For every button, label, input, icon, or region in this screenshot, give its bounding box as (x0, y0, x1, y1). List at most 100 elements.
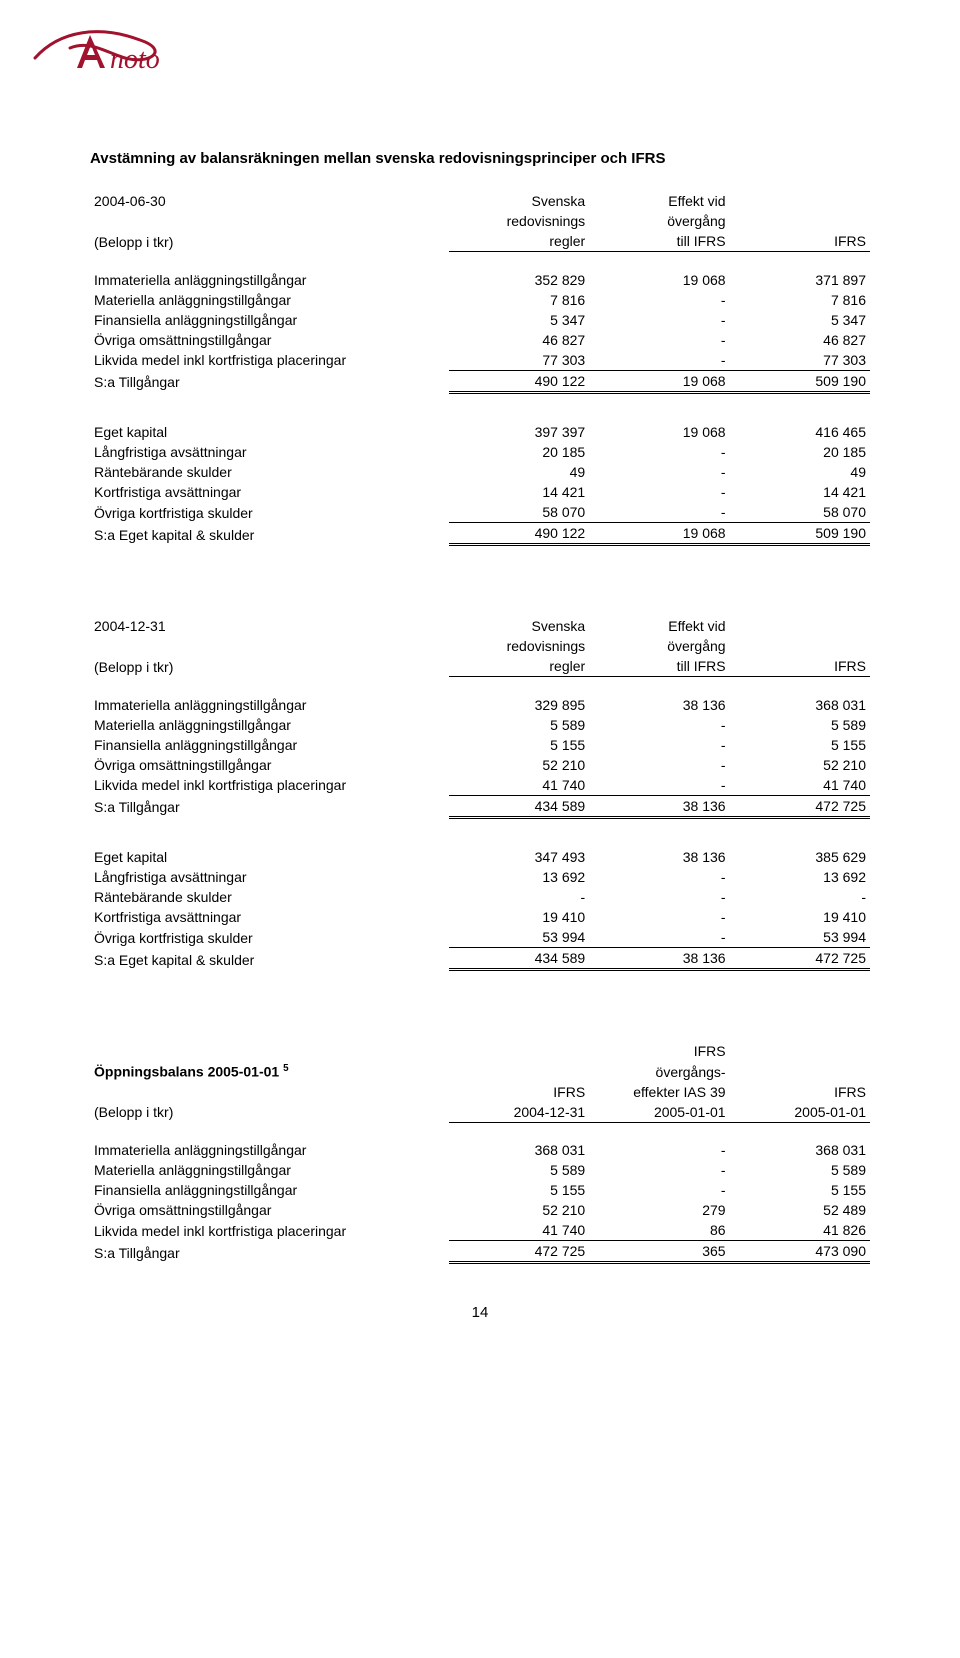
row-value: - (589, 735, 729, 755)
row-value: 416 465 (730, 422, 870, 442)
total-label: S:a Tillgångar (90, 795, 449, 817)
row-value: 5 589 (449, 1160, 589, 1180)
row-value: 5 155 (730, 735, 870, 755)
row-value: 347 493 (449, 847, 589, 867)
total-label: S:a Eget kapital & skulder (90, 523, 449, 545)
row-value: 14 421 (730, 482, 870, 502)
row-value: 13 692 (730, 867, 870, 887)
row-value: - (589, 867, 729, 887)
row-value: 52 210 (449, 1200, 589, 1220)
row-value: 53 994 (449, 927, 589, 948)
row-value: 14 421 (449, 482, 589, 502)
row-value: - (449, 887, 589, 907)
table-2004-12-31: 2004-12-31 Svenska Effekt vid redovisnin… (90, 616, 870, 971)
row-value: - (589, 482, 729, 502)
row-label: Räntebärande skulder (90, 462, 449, 482)
header-unit: (Belopp i tkr) (90, 1102, 449, 1123)
row-value: 86 (589, 1220, 729, 1241)
total-value: 19 068 (589, 370, 729, 392)
row-value: 5 589 (730, 715, 870, 735)
row-value: 368 031 (730, 1140, 870, 1160)
row-value: 5 589 (449, 715, 589, 735)
row-label: Långfristiga avsättningar (90, 867, 449, 887)
row-value: 19 410 (449, 907, 589, 927)
row-label: Materiella anläggningstillgångar (90, 290, 449, 310)
row-label: Övriga kortfristiga skulder (90, 502, 449, 523)
row-value: 41 740 (730, 775, 870, 796)
row-label: Övriga omsättningstillgångar (90, 755, 449, 775)
row-label: Kortfristiga avsättningar (90, 907, 449, 927)
total-value: 38 136 (589, 948, 729, 970)
table-2004-06-30: 2004-06-30 Svenska Effekt vid redovisnin… (90, 191, 870, 546)
total-value: 490 122 (449, 370, 589, 392)
company-logo: noto (30, 20, 870, 90)
table-opening-balance: IFRS Öppningsbalans 2005-01-01 5 övergån… (90, 1041, 870, 1264)
row-label: Materiella anläggningstillgångar (90, 715, 449, 735)
row-value: - (589, 887, 729, 907)
row-value: 77 303 (449, 350, 589, 371)
row-value: - (730, 887, 870, 907)
row-value: 58 070 (449, 502, 589, 523)
row-label: Kortfristiga avsättningar (90, 482, 449, 502)
row-value: 352 829 (449, 270, 589, 290)
header-date: 2004-12-31 (90, 616, 449, 636)
row-label: Övriga omsättningstillgångar (90, 1200, 449, 1220)
row-value: 38 136 (589, 847, 729, 867)
row-value: 7 816 (730, 290, 870, 310)
row-value: 41 740 (449, 775, 589, 796)
row-label: Immateriella anläggningstillgångar (90, 695, 449, 715)
total-value: 509 190 (730, 370, 870, 392)
total-label: S:a Tillgångar (90, 370, 449, 392)
row-label: Räntebärande skulder (90, 887, 449, 907)
row-label: Materiella anläggningstillgångar (90, 1160, 449, 1180)
row-label: Finansiella anläggningstillgångar (90, 735, 449, 755)
row-value: 5 347 (449, 310, 589, 330)
total-value: 472 725 (449, 1241, 589, 1263)
row-value: 5 347 (730, 310, 870, 330)
row-value: 46 827 (449, 330, 589, 350)
row-value: 5 155 (730, 1180, 870, 1200)
header-col3: IFRS (730, 231, 870, 252)
row-value: 368 031 (730, 695, 870, 715)
total-value: 472 725 (730, 795, 870, 817)
row-value: 52 489 (730, 1200, 870, 1220)
row-value: - (589, 310, 729, 330)
total-label: S:a Eget kapital & skulder (90, 948, 449, 970)
row-value: - (589, 350, 729, 371)
row-value: 13 692 (449, 867, 589, 887)
header-col2: Effekt vid (589, 191, 729, 211)
logo-text: noto (110, 44, 160, 75)
row-value: 5 155 (449, 1180, 589, 1200)
row-label: Likvida medel inkl kortfristiga placerin… (90, 1220, 449, 1241)
row-label: Övriga omsättningstillgångar (90, 330, 449, 350)
opening-balance-title: Öppningsbalans 2005-01-01 5 (90, 1061, 449, 1082)
total-value: 473 090 (730, 1241, 870, 1263)
row-value: 58 070 (730, 502, 870, 523)
row-value: - (589, 907, 729, 927)
row-label: Övriga kortfristiga skulder (90, 927, 449, 948)
row-value: - (589, 1160, 729, 1180)
row-value: 41 740 (449, 1220, 589, 1241)
header-col1: Svenska (449, 191, 589, 211)
row-value: 49 (449, 462, 589, 482)
row-label: Immateriella anläggningstillgångar (90, 270, 449, 290)
row-label: Finansiella anläggningstillgångar (90, 1180, 449, 1200)
total-label: S:a Tillgångar (90, 1241, 449, 1263)
row-value: - (589, 290, 729, 310)
page-title: Avstämning av balansräkningen mellan sve… (90, 150, 870, 167)
row-label: Långfristiga avsättningar (90, 442, 449, 462)
total-value: 38 136 (589, 795, 729, 817)
row-value: 52 210 (730, 755, 870, 775)
row-value: - (589, 715, 729, 735)
row-value: 20 185 (449, 442, 589, 462)
row-label: Eget kapital (90, 422, 449, 442)
row-value: 46 827 (730, 330, 870, 350)
row-value: 279 (589, 1200, 729, 1220)
row-label: Finansiella anläggningstillgångar (90, 310, 449, 330)
row-value: 77 303 (730, 350, 870, 371)
total-value: 472 725 (730, 948, 870, 970)
row-value: 19 068 (589, 270, 729, 290)
row-value: - (589, 755, 729, 775)
row-value: 5 589 (730, 1160, 870, 1180)
row-value: 19 410 (730, 907, 870, 927)
